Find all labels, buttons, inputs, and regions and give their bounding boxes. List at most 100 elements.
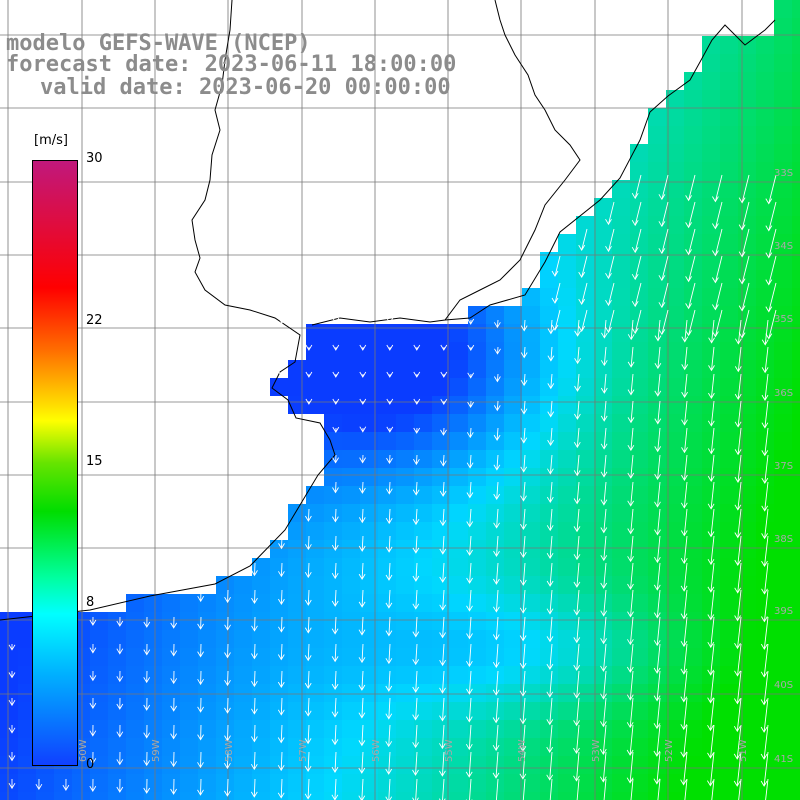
wind-arrow bbox=[680, 589, 688, 620]
wind-cell bbox=[288, 792, 306, 800]
wind-cell bbox=[666, 270, 684, 288]
wind-arrow bbox=[547, 346, 555, 362]
wind-cell bbox=[792, 108, 800, 126]
wind-cell bbox=[270, 684, 288, 702]
wind-cell bbox=[450, 450, 468, 468]
wind-cell bbox=[342, 342, 360, 360]
wind-cell bbox=[774, 378, 792, 396]
wind-arrow bbox=[439, 454, 447, 467]
wind-cell bbox=[684, 396, 702, 414]
wind-cell bbox=[756, 738, 774, 756]
wind-cell bbox=[306, 594, 324, 612]
wind-cell bbox=[612, 540, 630, 558]
wind-cell bbox=[756, 108, 774, 126]
wind-arrow bbox=[760, 751, 769, 787]
wind-cell bbox=[126, 648, 144, 666]
wind-cell bbox=[684, 738, 702, 756]
wind-cell bbox=[684, 360, 702, 378]
wind-cell bbox=[648, 144, 666, 162]
wind-cell bbox=[252, 666, 270, 684]
wind-cell bbox=[594, 540, 612, 558]
wind-arrow bbox=[654, 373, 662, 397]
wind-cell bbox=[774, 162, 792, 180]
wind-cell bbox=[738, 378, 756, 396]
wind-cell bbox=[54, 792, 72, 800]
wind-cell bbox=[486, 540, 504, 558]
wind-cell bbox=[360, 630, 378, 648]
wind-cell bbox=[702, 450, 720, 468]
wind-arrow bbox=[605, 309, 615, 334]
wind-cell bbox=[792, 504, 800, 522]
wind-arrow bbox=[519, 643, 527, 669]
wind-cell bbox=[702, 252, 720, 270]
wind-cell bbox=[558, 756, 576, 774]
wind-cell bbox=[216, 612, 234, 630]
wind-cell bbox=[288, 720, 306, 738]
wind-arrow bbox=[331, 670, 339, 690]
wind-cell bbox=[180, 774, 198, 792]
wind-cell bbox=[324, 648, 342, 666]
wind-arrow bbox=[89, 778, 97, 792]
wind-cell bbox=[378, 792, 396, 800]
wind-cell bbox=[162, 684, 180, 702]
wind-cell bbox=[792, 270, 800, 288]
wind-cell bbox=[414, 558, 432, 576]
wind-cell bbox=[648, 288, 666, 306]
wind-cell bbox=[630, 144, 648, 162]
wind-cell bbox=[792, 522, 800, 540]
wind-cell bbox=[486, 702, 504, 720]
wind-cell bbox=[216, 594, 234, 612]
wind-cell bbox=[720, 306, 738, 324]
wind-cell bbox=[594, 648, 612, 666]
wind-cell bbox=[450, 702, 468, 720]
wind-cell bbox=[684, 108, 702, 126]
wind-arrow bbox=[304, 643, 312, 662]
wind-arrow bbox=[685, 228, 696, 256]
wind-cell bbox=[648, 108, 666, 126]
wind-cell bbox=[738, 342, 756, 360]
colorbar-tick: 30 bbox=[86, 151, 103, 166]
wind-cell bbox=[720, 324, 738, 342]
wind-arrow bbox=[734, 400, 742, 428]
wind-arrow bbox=[546, 643, 554, 670]
wind-cell bbox=[252, 594, 270, 612]
wind-cell bbox=[198, 774, 216, 792]
wind-cell bbox=[144, 756, 162, 774]
wind-arrow bbox=[631, 255, 642, 281]
wind-cell bbox=[774, 432, 792, 450]
wind-cell bbox=[774, 216, 792, 234]
wind-cell bbox=[396, 666, 414, 684]
wind-cell bbox=[414, 684, 432, 702]
wind-arrow bbox=[332, 317, 340, 324]
wind-arrow bbox=[707, 697, 715, 732]
wind-cell bbox=[648, 342, 666, 360]
wind-cell bbox=[612, 216, 630, 234]
wind-arrow bbox=[627, 508, 635, 535]
wind-cell bbox=[306, 522, 324, 540]
wind-cell bbox=[396, 468, 414, 486]
wind-arrow bbox=[358, 697, 366, 719]
wind-cell bbox=[558, 612, 576, 630]
wind-arrow bbox=[573, 724, 580, 754]
wind-cell bbox=[630, 612, 648, 630]
wind-cell bbox=[648, 180, 666, 198]
wind-cell bbox=[504, 522, 522, 540]
wind-cell bbox=[342, 792, 360, 800]
wind-cell bbox=[666, 576, 684, 594]
wind-arrow bbox=[520, 373, 528, 387]
coastline-argentina bbox=[0, 0, 336, 621]
wind-cell bbox=[720, 126, 738, 144]
wind-cell bbox=[468, 522, 486, 540]
wind-arrow bbox=[439, 508, 447, 527]
wind-cell bbox=[306, 396, 324, 414]
wind-cell bbox=[792, 432, 800, 450]
wind-arrow bbox=[519, 616, 527, 642]
wind-arrow bbox=[439, 481, 447, 497]
wind-arrow bbox=[658, 255, 669, 282]
wind-cell bbox=[378, 486, 396, 504]
wind-cell bbox=[234, 612, 252, 630]
wind-arrow bbox=[654, 400, 662, 425]
wind-cell bbox=[792, 234, 800, 252]
wind-cell bbox=[342, 648, 360, 666]
